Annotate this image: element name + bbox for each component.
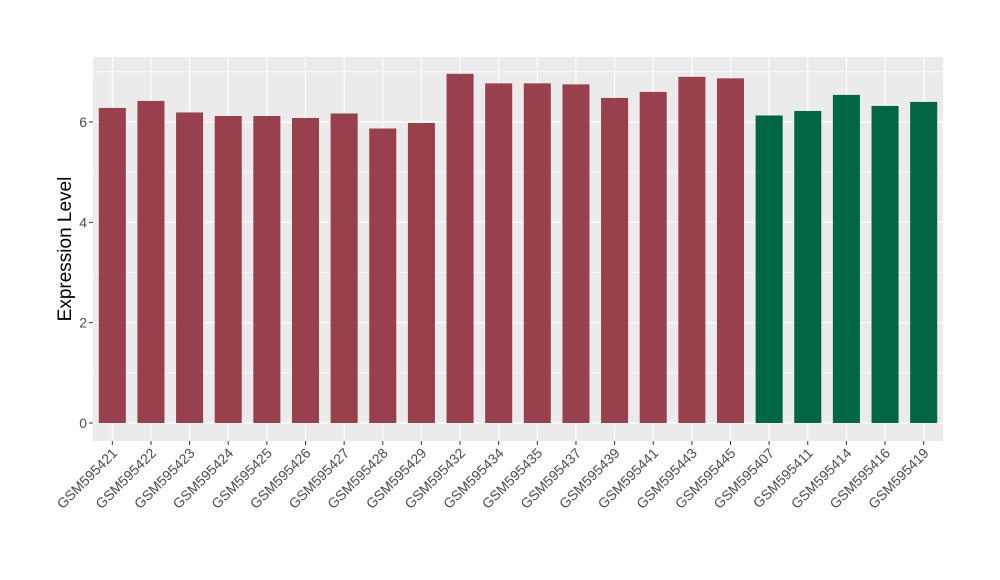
bar-GSM595428 xyxy=(369,128,397,423)
bar-GSM595441 xyxy=(639,91,667,424)
bar-GSM595445 xyxy=(716,78,745,423)
x-axis: GSM595421GSM595422GSM595423GSM595424GSM5… xyxy=(54,441,932,512)
bar-GSM595439 xyxy=(601,97,629,424)
bar-GSM595429 xyxy=(407,123,435,424)
bar-GSM595424 xyxy=(214,115,242,423)
bar-GSM595407 xyxy=(755,115,783,423)
bar-GSM595435 xyxy=(523,83,551,423)
bar-GSM595427 xyxy=(330,113,358,423)
y-axis: 0 2 4 6 xyxy=(79,114,93,431)
bar-GSM595416 xyxy=(871,105,899,424)
y-tick-label: 4 xyxy=(79,214,87,230)
y-axis-title: Expression Level xyxy=(55,177,76,322)
bar-GSM595423 xyxy=(176,112,204,424)
bar-GSM595411 xyxy=(794,110,822,424)
bar-GSM595425 xyxy=(253,115,281,423)
bar-GSM595426 xyxy=(291,117,320,423)
bar-GSM595422 xyxy=(137,100,165,424)
bar-GSM595432 xyxy=(446,73,474,423)
bar-GSM595443 xyxy=(678,76,706,423)
bar-GSM595419 xyxy=(910,101,938,423)
bar-GSM595414 xyxy=(832,94,860,423)
y-tick-label: 2 xyxy=(79,315,87,331)
y-tick-label: 0 xyxy=(79,415,87,431)
bars xyxy=(98,73,938,424)
y-tick-label: 6 xyxy=(79,114,87,130)
bar-GSM595421 xyxy=(98,107,126,423)
bar-GSM595437 xyxy=(562,84,590,423)
bar-GSM595434 xyxy=(485,83,513,423)
